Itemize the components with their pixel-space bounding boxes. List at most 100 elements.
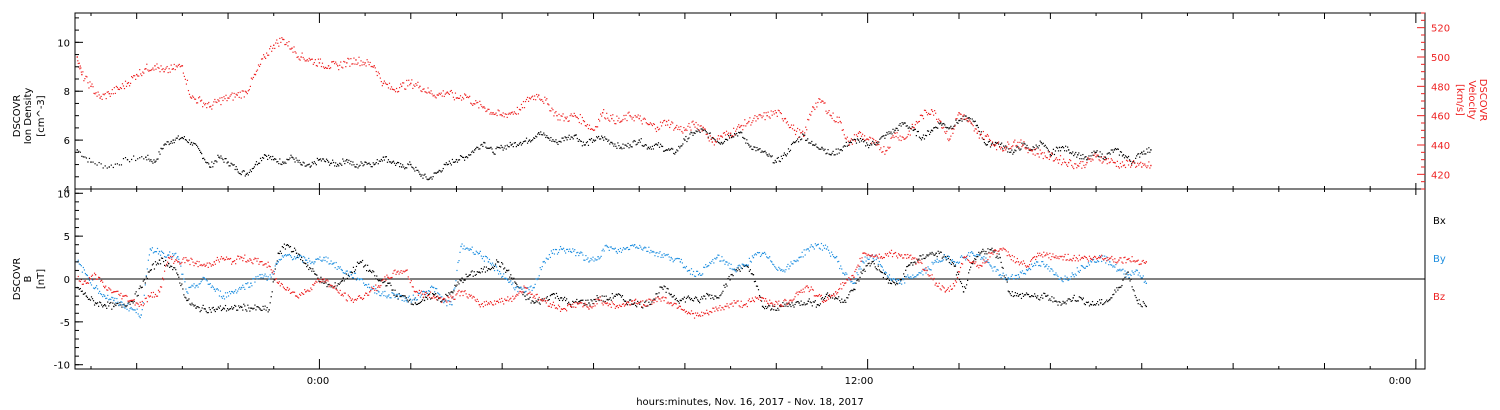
density-fill [342,158,344,160]
by-point [195,285,197,287]
by-fill [874,254,876,256]
velocity-fill [902,136,904,139]
by-point [332,262,334,265]
bx-fill [927,255,929,257]
density-fill [936,127,938,129]
velocity-fill [395,87,398,90]
density-fill [306,164,308,166]
bx-fill [666,287,668,290]
density-fill [569,138,571,140]
bz-fill [726,303,728,305]
bx-fill [1141,306,1143,308]
by-fill [651,251,653,253]
velocity-fill [926,114,929,116]
by-fill [1084,267,1087,269]
bz-point [368,291,371,293]
by-point [533,286,535,289]
velocity-fill [841,129,843,131]
velocity-fill [942,127,944,129]
velocity-fill [80,67,82,69]
density-fill [336,165,338,167]
bx-fill [526,294,528,296]
velocity-point [848,144,851,146]
bx-fill [1044,292,1046,295]
velocity-fill [901,136,903,138]
density-fill [1083,158,1085,160]
bx-fill [986,253,988,255]
density-fill [694,132,696,135]
bz-fill [225,256,228,258]
velocity-fill [206,107,208,109]
bx-fill [527,298,529,300]
bx-point [204,308,206,310]
bx-point [1035,297,1038,299]
bz-fill [826,296,829,299]
by-fill [148,254,150,256]
bz-point [469,295,471,297]
density-fill [804,134,806,136]
density-fill [347,161,349,164]
velocity-fill [907,133,909,136]
by-fill [198,283,200,285]
density-fill [1088,155,1090,157]
velocity-fill [284,43,286,46]
bz-point [1017,261,1020,263]
density-point [209,166,211,168]
by-point [1045,265,1047,267]
density-fill [504,145,506,147]
bz-fill [565,308,567,310]
bz-point [85,282,88,284]
by-fill [876,257,878,259]
bz-fill [182,258,184,260]
velocity-fill [1135,166,1137,168]
by-fill [1092,259,1095,261]
velocity-point [940,120,942,123]
bz-fill [238,255,240,258]
bx-point [880,271,883,273]
bz-point [113,291,115,293]
bz-fill [657,296,659,298]
by-fill [240,288,242,290]
bx-fill [934,254,936,256]
by-fill [1062,281,1064,283]
bx-fill [1114,289,1116,291]
by-fill [439,294,441,296]
bz-fill [828,294,831,296]
density-point [273,158,275,161]
bx-fill [397,298,399,300]
velocity-fill [587,127,590,130]
by-fill [408,295,410,297]
bz-fill [704,313,706,315]
bx-fill [728,275,730,278]
density-fill [1074,153,1076,155]
bx-point [953,265,956,267]
velocity-fill [651,124,654,127]
velocity-fill [1084,166,1086,169]
bz-fill [683,309,685,311]
velocity-fill [1011,146,1013,148]
by-fill [261,273,263,276]
by-fill [517,290,519,293]
bz-fill [468,293,470,296]
velocity-fill [981,137,983,139]
density-fill [1043,145,1045,147]
velocity-fill [524,100,527,103]
density-fill [964,115,966,117]
velocity-fill [1123,164,1126,166]
density-fill [289,157,291,159]
bz-fill [152,291,155,294]
bz-fill [784,298,786,301]
bx-fill [1120,286,1122,288]
velocity-fill [417,81,419,83]
velocity-fill [133,75,135,77]
bx-fill [1007,290,1009,292]
by-fill [1023,272,1026,275]
by-fill [402,296,404,298]
density-fill [708,132,710,135]
velocity-fill [221,97,223,99]
bx-fill [493,265,496,268]
density-fill [924,134,927,137]
bz-fill [329,284,331,286]
velocity-fill [348,58,350,60]
velocity-fill [1091,158,1093,160]
